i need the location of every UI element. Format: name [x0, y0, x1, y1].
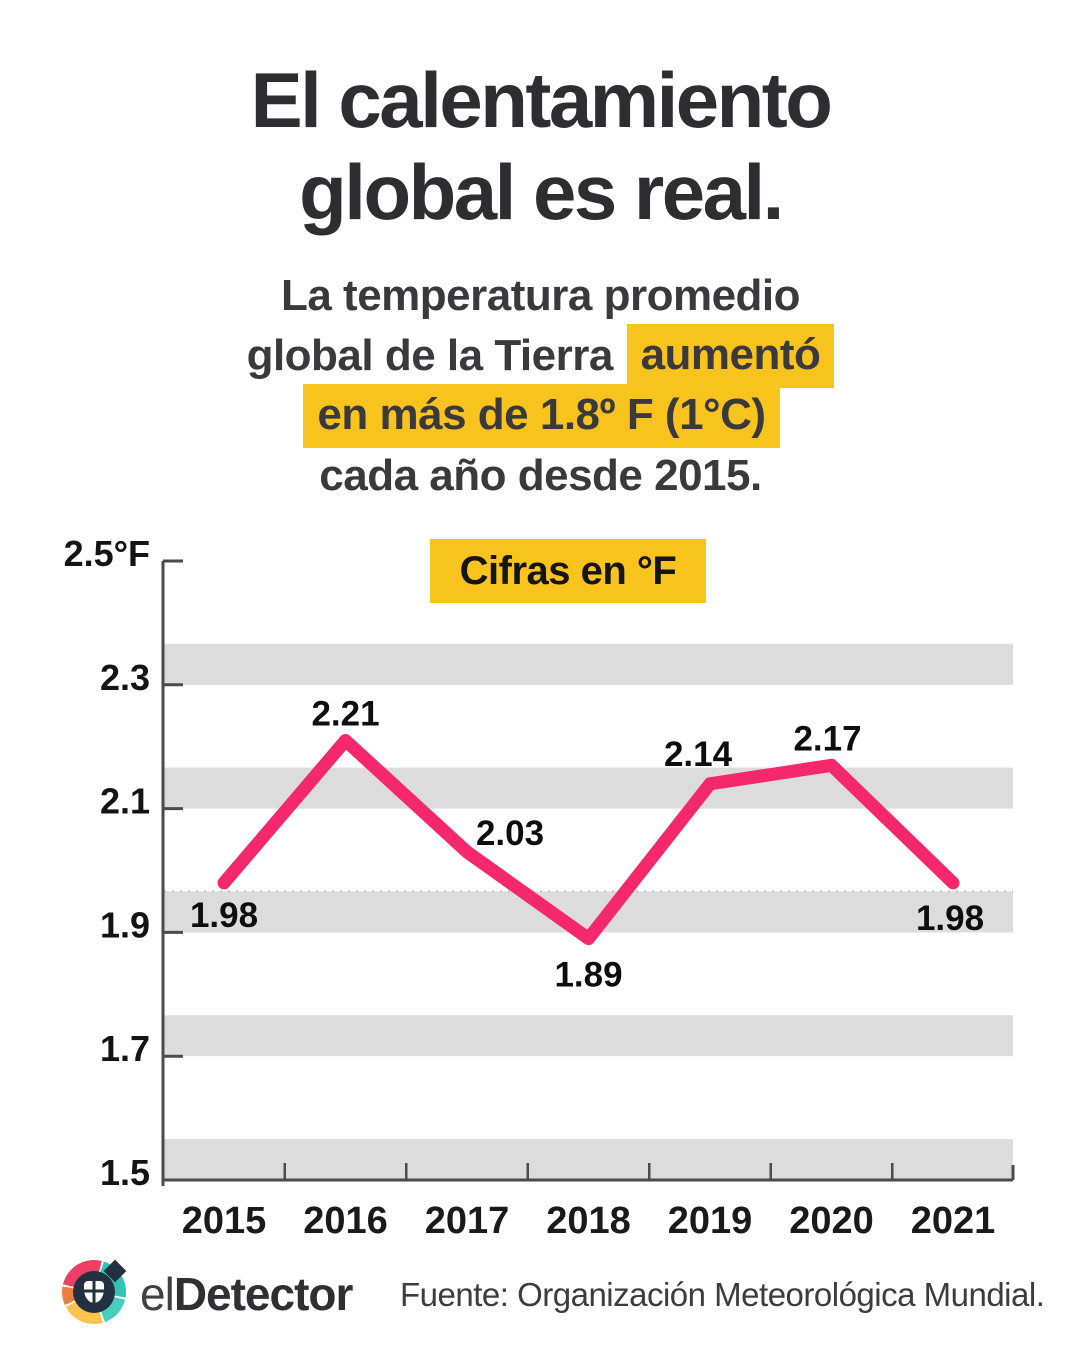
year-label: 2019: [668, 1200, 753, 1242]
title-line-1: El calentamiento: [250, 56, 833, 144]
subtitle-line-2: global de la Tierra aumentó: [0, 324, 1081, 388]
brand-el: el: [140, 1268, 175, 1320]
highlight-temperature: en más de 1.8º F (1°C): [303, 384, 780, 448]
title-line-2: global es real.: [299, 148, 784, 236]
y-tick-label: 2.5°F: [64, 533, 150, 574]
year-label: 2021: [911, 1200, 996, 1242]
y-tick-label: 1.5: [100, 1152, 150, 1193]
y-tick-label: 2.1: [100, 781, 150, 822]
grid-band: [164, 1015, 1013, 1057]
subtitle-line-4: cada año desde 2015.: [319, 451, 762, 500]
y-tick-label: 1.9: [100, 904, 150, 945]
subtitle: La temperatura promedio global de la Tie…: [0, 266, 1081, 506]
data-label: 1.89: [554, 956, 622, 995]
brand-wordmark: el Detector: [140, 1264, 354, 1324]
y-tick-label: 1.7: [100, 1028, 150, 1069]
eldetector-logo-icon: [62, 1259, 127, 1324]
grid-band: [164, 1139, 1013, 1180]
temperature-line: [217, 734, 960, 946]
page-title: El calentamiento global es real.: [0, 54, 1081, 238]
highlight-aumento: aumentó: [626, 324, 835, 388]
data-label: 2.21: [311, 695, 379, 734]
source-attribution: Fuente: Organización Meteorológica Mundi…: [400, 1276, 1045, 1313]
grid-band: [164, 643, 1013, 685]
subtitle-line-1: La temperatura promedio: [280, 271, 801, 320]
year-label: 2017: [425, 1200, 510, 1242]
year-label: 2020: [789, 1200, 874, 1242]
data-label: 1.98: [916, 899, 984, 938]
subtitle-line-3: en más de 1.8º F (1°C): [0, 384, 1081, 448]
grid-band: [164, 891, 1013, 933]
brand-detector: Detector: [173, 1268, 354, 1320]
data-label: 2.14: [664, 735, 733, 774]
y-tick-label: 2.3: [100, 657, 150, 698]
data-label: 2.17: [793, 719, 861, 758]
logo-shield-icon: [84, 1281, 104, 1303]
year-label: 2015: [182, 1200, 267, 1242]
year-label: 2016: [303, 1200, 388, 1242]
data-label: 2.03: [476, 814, 544, 853]
units-badge: Cifras en °F: [430, 539, 706, 603]
chart-svg: 2.5°F 2.3 2.1 1.9 1.7 1.5 2015 2016 2017 2018 2019…: [64, 533, 1015, 1242]
data-label: 1.98: [190, 896, 258, 935]
year-label: 2018: [546, 1200, 631, 1242]
